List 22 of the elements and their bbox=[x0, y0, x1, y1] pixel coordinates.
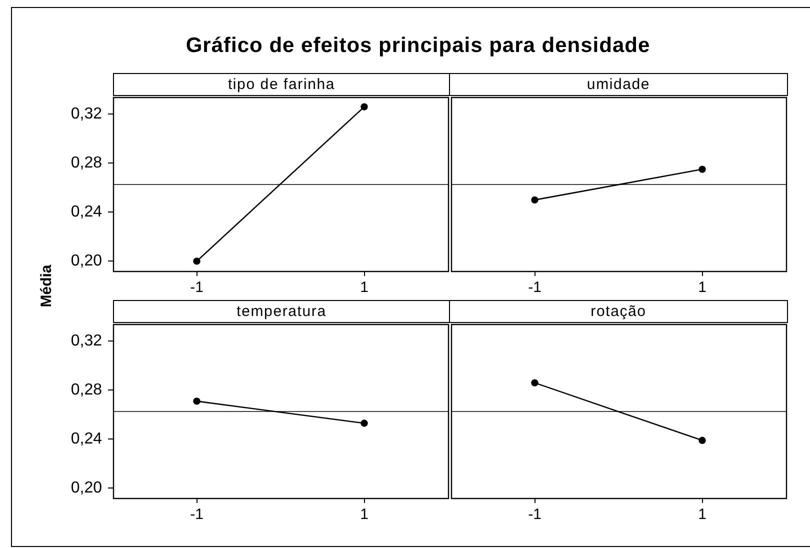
chart-title: Gráfico de efeitos principais para densidade bbox=[186, 34, 650, 58]
y-tick-label: 0,20 bbox=[70, 252, 102, 270]
x-tick-label: -1 bbox=[190, 506, 204, 524]
y-tick-label: 0,32 bbox=[70, 106, 102, 123]
y-tick-label: 0,24 bbox=[70, 430, 102, 448]
x-tick-label: 1 bbox=[698, 279, 706, 296]
x-tick-label: 1 bbox=[698, 506, 706, 524]
y-tick-label: 0,20 bbox=[70, 480, 102, 497]
chart-subtitle: rotação bbox=[449, 300, 788, 323]
x-tick-label: -1 bbox=[528, 506, 542, 524]
x-tick-label: -1 bbox=[190, 279, 204, 296]
x-tick-label: -1 bbox=[528, 279, 542, 296]
x-tick-label: 1 bbox=[360, 279, 368, 296]
y-tick-label: 0,28 bbox=[70, 154, 102, 172]
y-tick-label: 0,32 bbox=[70, 332, 102, 350]
y-tick-label: 0,24 bbox=[70, 204, 102, 221]
chart-subtitle: tipo de farinha bbox=[113, 73, 450, 96]
y-axis-title: Média bbox=[38, 264, 56, 308]
chart-subtitle: umidade bbox=[449, 73, 788, 96]
chart-subtitle: temperatura bbox=[113, 300, 450, 323]
y-tick-label: 0,28 bbox=[70, 382, 102, 399]
x-tick-label: 1 bbox=[360, 506, 368, 524]
